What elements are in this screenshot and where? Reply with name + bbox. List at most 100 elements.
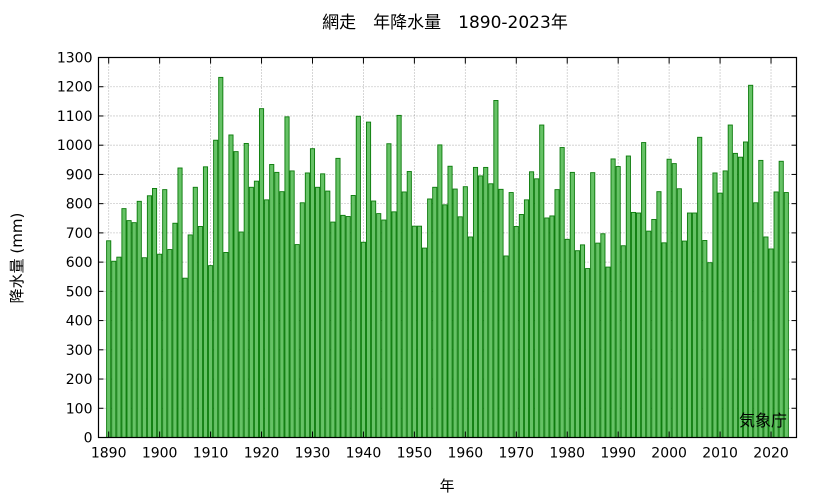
bar (620, 245, 626, 438)
bar (636, 212, 642, 438)
bar (768, 248, 774, 438)
bar (304, 172, 310, 438)
bar (518, 214, 524, 438)
bar (692, 212, 698, 438)
bar (289, 170, 295, 438)
bar (345, 216, 351, 438)
x-tick-label: 1990 (600, 446, 636, 462)
x-tick-label: 1960 (448, 446, 484, 462)
bar (284, 116, 290, 438)
y-tick-label: 200 (66, 372, 93, 388)
source-note: 気象庁 (739, 411, 787, 430)
y-axis-label: 降水量 (mm) (8, 213, 26, 304)
bar (340, 214, 346, 438)
bar (172, 222, 178, 438)
bar (141, 257, 147, 438)
bar (646, 230, 652, 438)
bar (416, 225, 423, 438)
bar (748, 84, 754, 438)
bar (656, 191, 662, 438)
bar (483, 166, 489, 438)
x-tick-label: 1970 (498, 446, 534, 462)
bar (437, 144, 443, 438)
bar (585, 268, 591, 438)
y-tick-label: 400 (66, 314, 93, 330)
bar (615, 166, 621, 438)
bar (218, 76, 224, 438)
bar (243, 142, 249, 438)
bar (452, 188, 458, 438)
bar (253, 180, 259, 438)
bar (697, 136, 703, 438)
y-axis: 0 100 200 300 400 500 600 700 800 900 1000 1100 1200… (57, 51, 797, 447)
bar (671, 163, 677, 438)
bar (264, 199, 270, 438)
bar (666, 158, 672, 438)
bar (605, 266, 611, 438)
bar (778, 160, 784, 438)
bar (539, 124, 545, 438)
bar (681, 240, 687, 438)
bar (534, 178, 540, 438)
bar (294, 244, 300, 438)
y-tick-label: 300 (66, 343, 93, 359)
plot-frame (97, 56, 798, 439)
bar (447, 165, 453, 438)
bar (549, 215, 555, 438)
bar (544, 217, 550, 438)
x-axis-label: 年 (439, 477, 454, 495)
bar (157, 253, 163, 438)
bar (136, 200, 142, 438)
bar (258, 108, 265, 438)
y-tick-label: 1300 (57, 51, 93, 67)
bar (529, 171, 535, 438)
x-tick-label: 1920 (244, 446, 280, 462)
bar (427, 198, 433, 438)
y-tick-label: 700 (66, 226, 93, 242)
y-tick-label: 100 (66, 401, 93, 417)
bar (707, 262, 713, 438)
bar (365, 121, 372, 438)
bar (508, 192, 514, 438)
bar (228, 134, 234, 438)
bar (712, 172, 718, 438)
y-tick-label: 0 (84, 431, 93, 447)
bar-series (106, 76, 789, 438)
bar (686, 212, 693, 438)
bar (335, 157, 341, 438)
bar (513, 226, 519, 438)
bar (111, 260, 117, 438)
bar (116, 256, 122, 438)
bar (386, 143, 392, 438)
bar (401, 191, 407, 438)
bar (625, 155, 631, 438)
bar (391, 211, 397, 438)
bar (182, 277, 188, 438)
bar (360, 241, 366, 438)
bar (717, 192, 723, 438)
bar (330, 221, 336, 438)
x-tick-label: 2010 (702, 446, 738, 462)
bar (743, 141, 749, 438)
bar (309, 148, 316, 438)
bar (248, 186, 254, 438)
bar (783, 192, 789, 438)
bar (753, 202, 759, 438)
bar (488, 183, 494, 438)
bar (320, 173, 326, 438)
bar (131, 222, 137, 438)
bar (269, 164, 275, 438)
bar (396, 114, 402, 438)
bar (223, 252, 229, 438)
bar (569, 171, 575, 438)
bar (238, 231, 244, 438)
bar (213, 139, 219, 438)
bar (661, 242, 667, 438)
bar (422, 247, 428, 438)
y-tick-label: 1200 (57, 80, 93, 96)
bar (727, 124, 733, 438)
bar (559, 147, 565, 438)
bar (641, 142, 647, 438)
bar (381, 219, 387, 438)
bar (564, 238, 570, 438)
